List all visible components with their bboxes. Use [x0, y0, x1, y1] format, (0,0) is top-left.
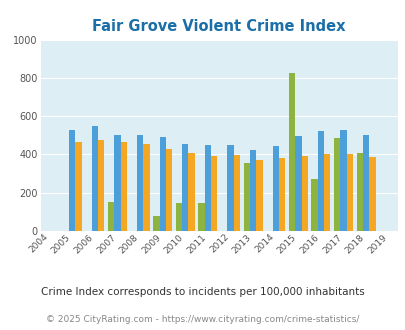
Bar: [346, 154, 352, 231]
Bar: [166, 149, 172, 231]
Bar: [311, 179, 317, 231]
Bar: [75, 142, 81, 231]
Bar: [340, 130, 346, 231]
Bar: [288, 73, 294, 231]
Text: © 2025 CityRating.com - https://www.cityrating.com/crime-statistics/: © 2025 CityRating.com - https://www.city…: [46, 315, 359, 324]
Bar: [362, 135, 369, 231]
Bar: [136, 135, 143, 231]
Bar: [256, 160, 262, 231]
Bar: [159, 137, 166, 231]
Bar: [114, 135, 120, 231]
Bar: [278, 158, 285, 231]
Bar: [317, 131, 323, 231]
Bar: [233, 155, 239, 231]
Bar: [294, 136, 301, 231]
Bar: [227, 145, 233, 231]
Bar: [153, 216, 159, 231]
Bar: [188, 152, 194, 231]
Bar: [92, 126, 98, 231]
Bar: [243, 163, 249, 231]
Text: Crime Index corresponds to incidents per 100,000 inhabitants: Crime Index corresponds to incidents per…: [41, 287, 364, 297]
Bar: [272, 146, 278, 231]
Bar: [120, 142, 127, 231]
Bar: [182, 144, 188, 231]
Bar: [369, 157, 375, 231]
Bar: [198, 203, 204, 231]
Bar: [98, 140, 104, 231]
Bar: [356, 152, 362, 231]
Bar: [323, 154, 330, 231]
Bar: [143, 144, 149, 231]
Bar: [301, 156, 307, 231]
Bar: [69, 130, 75, 231]
Bar: [204, 145, 211, 231]
Bar: [333, 138, 340, 231]
Bar: [175, 203, 182, 231]
Bar: [249, 150, 256, 231]
Bar: [211, 156, 217, 231]
Bar: [108, 202, 114, 231]
Title: Fair Grove Violent Crime Index: Fair Grove Violent Crime Index: [92, 19, 345, 34]
